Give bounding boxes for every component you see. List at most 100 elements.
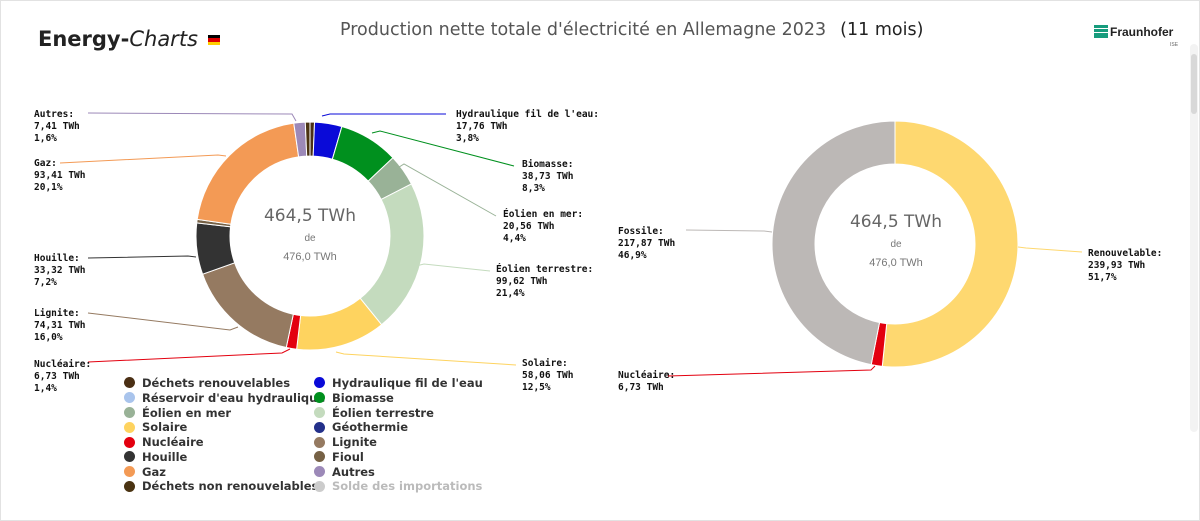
legend-label: Biomasse: [332, 390, 394, 405]
donut1-label-autres: Autres: 7,41 TWh 1,6%: [34, 109, 80, 145]
legend-item-eolien-terrestre[interactable]: Éolien terrestre: [314, 406, 484, 420]
donut1-label-line: 99,62 TWh: [496, 276, 548, 287]
donut1-label-gaz: Gaz: 93,41 TWh 20,1%: [34, 158, 85, 194]
legend-item-dechets-non-renouvelables[interactable]: Déchets non renouvelables: [124, 479, 318, 493]
legend-item-fioul[interactable]: Fioul: [314, 450, 484, 464]
legend-item-dechets-renouvelables[interactable]: Déchets renouvelables: [124, 376, 314, 390]
donut2-slice-fossile[interactable]: [771, 120, 896, 366]
donut1-center: 464,5 TWh de 476,0 TWh: [210, 206, 410, 263]
logo-suffix: Charts: [129, 27, 198, 51]
legend-item-eolien-en-mer[interactable]: Éolien en mer: [124, 406, 314, 420]
donut1-of: de: [304, 233, 316, 244]
legend-item-gaz[interactable]: Gaz: [124, 465, 314, 479]
legend-label: Autres: [332, 464, 375, 479]
legend-dot-icon: [124, 377, 135, 389]
donut1-label-line: 7,2%: [34, 277, 57, 288]
legend-item-geothermie[interactable]: Géothermie: [314, 420, 484, 434]
donut1-slice-lignite[interactable]: [201, 262, 294, 349]
legend-item-lignite[interactable]: Lignite: [314, 435, 484, 449]
legend-item-solaire[interactable]: Solaire: [124, 420, 314, 434]
donut1-label-line: 21,4%: [496, 288, 525, 299]
legend-dot-icon: [314, 377, 325, 389]
legend-dot-icon: [314, 480, 325, 492]
donut1-label-line: 33,32 TWh: [34, 265, 86, 276]
legend-label: Lignite: [332, 435, 377, 450]
legend-dot-icon: [314, 466, 325, 478]
donut1-connector-hydraulique-fil-de-l-eau: [321, 113, 446, 117]
legend-item-hydraulique-fil-de-l-eau[interactable]: Hydraulique fil de l'eau: [314, 376, 484, 390]
donut1-label-line: 20,1%: [34, 182, 63, 193]
legend-dot-icon: [314, 392, 325, 404]
donut1-connector-gaz: [59, 154, 227, 164]
legend-label: Éolien terrestre: [332, 405, 434, 420]
donut2-label-line: Renouvelable:: [1088, 248, 1163, 259]
donut1-max: 476,0 TWh: [283, 251, 337, 263]
chart-subtitle: (11 mois): [840, 20, 924, 40]
donut1-label-line: Gaz:: [34, 158, 57, 169]
donut1-connector-eolien-en-mer: [395, 163, 497, 217]
donut2-label-line: 239,93 TWh: [1088, 260, 1146, 271]
legend-item-solde-des-importations[interactable]: Solde des importations: [314, 479, 484, 494]
donut1-slice-dechets-non-renouvelables[interactable]: [304, 121, 311, 157]
donut1-connector-lignite: [87, 312, 239, 331]
logo-prefix: Energy-: [38, 27, 130, 51]
donut1-connector-nucleaire: [87, 348, 291, 363]
donut2-label-line: 6,73 TWh: [618, 382, 664, 393]
legend: Déchets renouvelables Hydraulique fil de …: [124, 376, 484, 493]
donut1-connector-houille: [87, 255, 197, 259]
donut1-label-line: 74,31 TWh: [34, 320, 86, 331]
legend-label: Réservoir d'eau hydraulique: [142, 390, 326, 405]
legend-label: Hydraulique fil de l'eau: [332, 375, 483, 390]
donut1-label-line: 58,06 TWh: [522, 370, 574, 381]
donut1-label-solaire: Solaire: 58,06 TWh 12,5%: [522, 358, 573, 394]
scrollbar-thumb[interactable]: [1191, 54, 1197, 114]
legend-dot-icon: [124, 451, 135, 463]
legend-label: Gaz: [142, 464, 166, 479]
donut1-label-line: Biomasse:: [522, 159, 574, 170]
legend-label: Géothermie: [332, 420, 409, 435]
legend-dot-icon: [124, 421, 135, 433]
energy-charts-logo[interactable]: Energy-Charts: [38, 27, 221, 51]
donut1-label-line: 17,76 TWh: [456, 121, 508, 132]
donut1-label-line: 12,5%: [522, 382, 551, 393]
donut2-slice-renouvelable[interactable]: [881, 120, 1019, 368]
donut1-label-lignite: Lignite: 74,31 TWh 16,0%: [34, 308, 85, 344]
donut1-label-eolien-terrestre: Éolien terrestre: 99,62 TWh 21,4%: [496, 264, 593, 300]
donut1-label-line: 16,0%: [34, 332, 63, 343]
legend-item-houille[interactable]: Houille: [124, 450, 314, 464]
chart-title-text: Production nette totale d'électricité en…: [340, 20, 827, 40]
legend-item-biomasse[interactable]: Biomasse: [314, 391, 484, 405]
donut1-label-line: 20,56 TWh: [503, 221, 555, 232]
donut2-label-line: 51,7%: [1088, 272, 1117, 283]
donut1-label-houille: Houille: 33,32 TWh 7,2%: [34, 253, 85, 289]
scrollbar[interactable]: [1190, 44, 1198, 432]
legend-dot-icon: [314, 436, 325, 448]
donut2-of: de: [890, 239, 902, 250]
legend-label: Nucléaire: [142, 435, 204, 450]
donut1-connector-biomasse: [371, 130, 515, 167]
donut1-label-hydraulique-fil-de-l-eau: Hydraulique fil de l'eau: 17,76 TWh 3,8%: [456, 109, 599, 145]
donut1-connector-eolien-terrestre: [415, 263, 491, 272]
legend-dot-icon: [124, 466, 135, 478]
fraunhofer-logo[interactable]: Fraunhofer ISE: [1094, 22, 1184, 52]
donut1-label-line: 38,73 TWh: [522, 171, 574, 182]
donut2-label-line: Nucléaire:: [618, 370, 676, 381]
donut1-label-line: 93,41 TWh: [34, 170, 86, 181]
legend-dot-icon: [314, 451, 325, 463]
chart-title: Production nette totale d'électricité en…: [340, 20, 923, 40]
donut1-label-line: Solaire:: [522, 358, 568, 369]
legend-label: Solde des importations: [332, 479, 483, 494]
donut2-label-line: Fossile:: [618, 226, 664, 237]
legend-dot-icon: [124, 480, 135, 492]
donut1-label-line: Éolien en mer:: [503, 209, 584, 220]
legend-label: Déchets renouvelables: [142, 375, 291, 390]
donut1-label-biomasse: Biomasse: 38,73 TWh 8,3%: [522, 159, 573, 195]
donut1-connector-solaire: [335, 351, 517, 366]
donut1-label-line: Éolien terrestre:: [496, 264, 594, 275]
fraunhofer-institute: ISE: [1170, 42, 1179, 48]
legend-item-reservoir-d-eau-hydraulique[interactable]: Réservoir d'eau hydraulique: [124, 391, 325, 405]
legend-item-autres[interactable]: Autres: [314, 465, 484, 479]
donut2-connector-renouvelable: [1017, 246, 1083, 253]
donut1-label-line: Lignite:: [34, 308, 80, 319]
legend-item-nucleaire[interactable]: Nucléaire: [124, 435, 314, 449]
